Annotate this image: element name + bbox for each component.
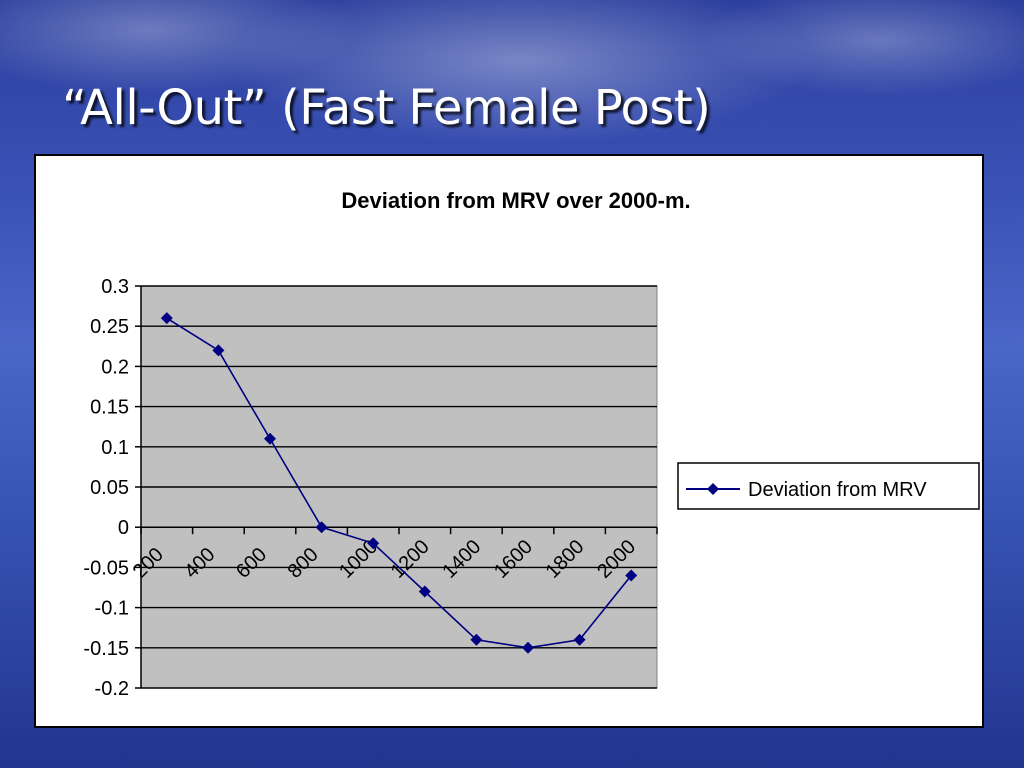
y-tick-label: 0.25 xyxy=(90,316,129,338)
data-point-marker xyxy=(367,537,380,550)
y-tick-label: -0.2 xyxy=(95,678,129,700)
y-tick-label: 0.2 xyxy=(101,356,129,378)
y-tick-label: -0.1 xyxy=(95,598,129,620)
data-point-marker xyxy=(264,432,276,445)
y-tick-label: 0.05 xyxy=(90,477,129,499)
legend: Deviation from MRV xyxy=(677,462,980,510)
line-chart: Deviation from MRV over 2000-m. 0.30.250… xyxy=(83,188,980,700)
y-tick-label: 0 xyxy=(118,517,129,539)
axes xyxy=(135,285,658,689)
chart-panel: Deviation from MRV over 2000-m. 0.3 0.25 0… xyxy=(34,154,984,728)
data-point-marker xyxy=(160,312,173,325)
data-point-marker xyxy=(522,641,534,654)
data-point-marker xyxy=(573,633,586,646)
chart-title: Deviation from MRV over 2000-m. xyxy=(341,188,690,213)
data-point-marker xyxy=(212,344,225,357)
gridlines xyxy=(141,285,657,689)
data-point-marker xyxy=(315,521,328,534)
data-point-marker xyxy=(418,585,431,598)
y-tick-label: 0.3 xyxy=(101,276,129,298)
slide-title: “All-Out” (Fast Female Post) xyxy=(62,80,711,136)
y-tick-label: -0.15 xyxy=(83,638,129,660)
series-group xyxy=(160,312,638,654)
data-point-marker xyxy=(625,569,638,582)
y-tick-label: -0.05 xyxy=(83,557,129,579)
legend-diamond-marker xyxy=(707,483,719,495)
legend-box xyxy=(677,462,980,510)
data-point-marker xyxy=(470,633,483,646)
y-axis-tick-labels: 0.3 0.25 0.2 0.15 0.1 0.05 0 -0.05 -0.1 -0.15 -0.2 xyxy=(83,276,129,700)
series-line xyxy=(166,317,632,649)
y-tick-label: 0.15 xyxy=(90,397,129,419)
y-tick-label: 0.1 xyxy=(101,437,129,459)
legend-label: Deviation from MRV xyxy=(748,479,927,501)
